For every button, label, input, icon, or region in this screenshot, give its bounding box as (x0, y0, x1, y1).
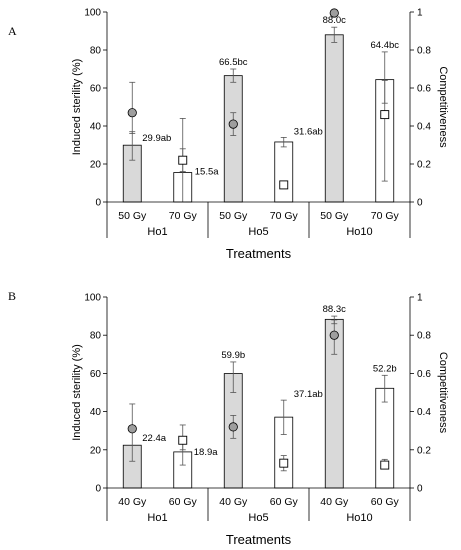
data-label: 37.1ab (294, 389, 323, 400)
data-label: 64.4bc (370, 40, 399, 51)
data-label: 52.2b (373, 363, 397, 374)
data-label: 88.3c (323, 304, 346, 315)
competitiveness-marker-circle (127, 108, 137, 118)
x-tick-label: 60 Gy (169, 496, 198, 508)
group-label: Ho5 (248, 512, 268, 524)
data-label: 29.9ab (142, 133, 171, 144)
y2-tick-label: 0.6 (417, 369, 431, 380)
x-tick-label: 40 Gy (320, 496, 349, 508)
competitiveness-marker-circle (329, 8, 339, 18)
x-tick-label: 70 Gy (270, 210, 299, 222)
bar (324, 34, 344, 203)
group-label: Ho10 (346, 226, 372, 238)
y2-tick-label: 0.4 (417, 407, 431, 418)
competitiveness-marker-circle (127, 424, 137, 434)
competitiveness-marker-circle (228, 119, 238, 129)
y-tick-label: 100 (84, 8, 101, 19)
data-label: 66.5bc (219, 57, 248, 68)
chart-panel-a: A 29.9ab 15.5a 66.5bc 31.6ab 88.0c 64.4bc 0 20 40… (8, 8, 449, 262)
y-tick-label: 0 (95, 484, 101, 495)
panel-label: B (8, 289, 16, 303)
group-label: Ho1 (147, 512, 167, 524)
competitiveness-marker-square (380, 460, 390, 470)
x-tick-label: 50 Gy (118, 210, 147, 222)
y2-tick-label: 0 (417, 198, 423, 209)
data-label: 31.6ab (294, 126, 323, 137)
competitiveness-marker-circle (329, 330, 339, 340)
x-tick-label: 70 Gy (169, 210, 198, 222)
y-tick-label: 60 (90, 369, 102, 380)
x-axis-title: Treatments (226, 246, 292, 261)
y-tick-label: 40 (90, 407, 102, 418)
data-label: 88.0c (323, 15, 346, 26)
y2-tick-label: 0.2 (417, 445, 431, 456)
group-label: Ho1 (147, 226, 167, 238)
competitiveness-marker-square (279, 180, 289, 190)
y2-tick-label: 0.6 (417, 84, 431, 95)
y2-tick-label: 1 (417, 8, 423, 19)
x-tick-label: 40 Gy (118, 496, 147, 508)
data-label: 15.5a (195, 167, 219, 178)
y-axis-title: Induced sterility (%) (71, 344, 83, 441)
y-tick-label: 20 (90, 160, 102, 171)
y-tick-label: 0 (95, 198, 101, 209)
bar (223, 75, 243, 203)
y-axis-title: Induced sterility (%) (71, 59, 83, 156)
data-label: 18.9a (194, 447, 218, 458)
competitiveness-marker-square (178, 155, 188, 165)
y-tick-label: 80 (90, 331, 102, 342)
competitiveness-marker-circle (228, 422, 238, 432)
bar (375, 387, 395, 489)
y2-axis-title: Competitiveness (437, 66, 449, 148)
competitiveness-marker-square (380, 110, 390, 120)
y2-tick-label: 0 (417, 484, 423, 495)
competitiveness-marker-square (279, 458, 289, 468)
chart-panel-b: B 22.4a 18.9a 59.9b 37.1ab 88.3c 52.2b 0 20 40 60 8… (8, 289, 449, 547)
data-label: 22.4a (142, 433, 166, 444)
panel-label: A (8, 24, 17, 38)
y2-tick-label: 0.2 (417, 160, 431, 171)
y-tick-label: 80 (90, 46, 102, 57)
y2-tick-label: 0.8 (417, 331, 431, 342)
y2-tick-label: 0.4 (417, 122, 431, 133)
group-label: Ho10 (346, 512, 372, 524)
group-label: Ho5 (248, 226, 268, 238)
bar (274, 141, 294, 203)
competitiveness-marker-square (178, 435, 188, 445)
x-tick-label: 60 Gy (371, 496, 400, 508)
data-label: 59.9b (221, 350, 245, 361)
x-tick-label: 70 Gy (371, 210, 400, 222)
x-tick-label: 60 Gy (270, 496, 299, 508)
y2-tick-label: 0.8 (417, 46, 431, 57)
y2-tick-label: 1 (417, 293, 423, 304)
y-tick-label: 20 (90, 445, 102, 456)
y-tick-label: 40 (90, 122, 102, 133)
x-tick-label: 40 Gy (219, 496, 248, 508)
y-tick-label: 100 (84, 293, 101, 304)
x-tick-label: 50 Gy (320, 210, 349, 222)
x-axis-title: Treatments (226, 532, 292, 547)
y-tick-label: 60 (90, 84, 102, 95)
x-tick-label: 50 Gy (219, 210, 248, 222)
y2-axis-title: Competitiveness (437, 352, 449, 434)
